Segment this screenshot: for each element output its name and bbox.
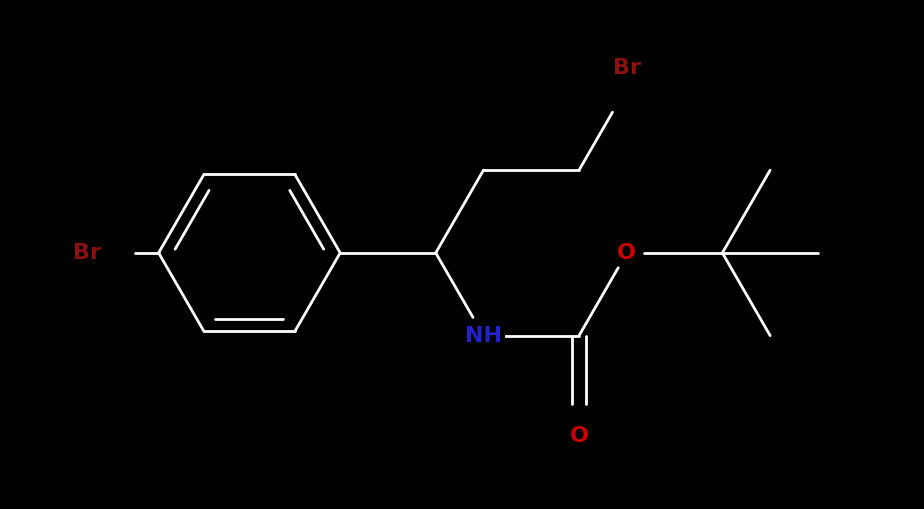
Text: Br: Br [73,243,102,263]
Text: NH: NH [465,326,502,346]
Text: Br: Br [613,58,641,78]
Text: O: O [569,427,589,446]
Text: O: O [617,243,637,263]
